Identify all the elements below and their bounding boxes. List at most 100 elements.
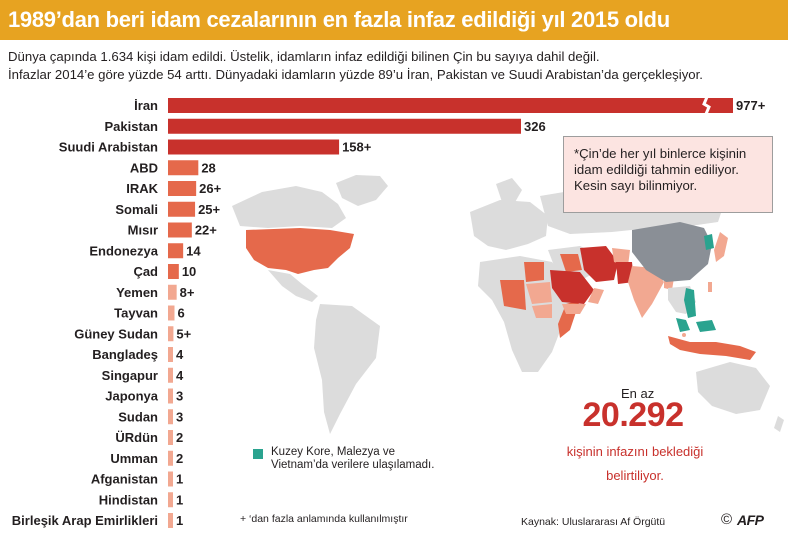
stat-line-1: kişinin infazını beklediği: [566, 444, 704, 459]
value-label-10: 6: [177, 306, 184, 321]
value-label-6: 22+: [195, 223, 217, 238]
category-label-17: Umman: [110, 451, 158, 466]
map-china: [632, 222, 712, 282]
map-oman: [588, 288, 604, 304]
value-label-18: 1: [176, 472, 183, 487]
bar-20: [168, 513, 173, 528]
category-label-13: Singapur: [102, 368, 158, 383]
category-label-20: Birleşik Arap Emirlikleri: [12, 513, 158, 528]
map-chad: [500, 280, 526, 310]
map-australia: [696, 362, 770, 414]
map-scandinavia: [496, 178, 522, 204]
bar-17: [168, 450, 173, 466]
map-malaysia: [676, 318, 690, 332]
footnote: + ‘dan fazla anlamında kullanılmıştır: [240, 513, 408, 525]
map-taiwan: [708, 282, 712, 292]
value-label-7: 14: [186, 243, 201, 258]
map-egypt: [524, 262, 544, 282]
map-central-america: [268, 270, 318, 302]
bar-7: [168, 243, 184, 259]
value-label-13: 4: [176, 368, 184, 383]
category-label-19: Hindistan: [99, 492, 158, 507]
legend-swatch-no-data: [253, 449, 263, 459]
legend-line-2: Vietnam’da verilere ulaşılamadı.: [271, 459, 435, 471]
category-label-8: Çad: [133, 264, 158, 279]
stat-number: 20.292: [582, 396, 685, 434]
bar-13: [168, 367, 173, 383]
bar-1: [168, 118, 521, 134]
note-line-1: *Çin’de her yıl binlerce kişinin: [574, 146, 747, 161]
map-vietnam: [684, 288, 696, 318]
title-bar: 1989’dan beri idam cezalarının en fazla …: [0, 0, 788, 40]
value-label-12: 4: [176, 347, 184, 362]
category-label-15: Sudan: [118, 409, 158, 424]
afp-logo: AFP: [737, 512, 764, 528]
map-south-america: [314, 304, 380, 434]
source-credit: Kaynak: Uluslararası Af Örgütü: [521, 516, 666, 528]
category-label-5: Somali: [115, 202, 158, 217]
stat-line-2: belirtiliyor.: [606, 468, 664, 483]
map-japan: [714, 232, 728, 262]
map-saudi-arabia: [550, 270, 594, 304]
category-label-14: Japonya: [105, 389, 159, 404]
category-label-10: Tayvan: [114, 306, 158, 321]
value-label-4: 26+: [199, 181, 221, 196]
value-label-1: 326: [524, 119, 546, 134]
bar-4: [168, 181, 197, 196]
bar-2: [168, 139, 340, 155]
value-label-8: 10: [182, 264, 196, 279]
map-india: [628, 266, 664, 318]
map-greenland: [336, 175, 388, 206]
value-label-0: 977+: [736, 98, 766, 113]
bar-11: [168, 326, 174, 342]
category-label-0: İran: [134, 98, 158, 113]
value-label-9: 8+: [180, 285, 195, 300]
category-label-1: Pakistan: [105, 119, 159, 134]
value-label-11: 5+: [176, 326, 191, 341]
bar-14: [168, 388, 173, 404]
bar-5: [168, 201, 196, 217]
bar-18: [168, 471, 173, 487]
bar-3: [168, 160, 199, 176]
map-iraq: [560, 254, 582, 272]
value-label-19: 1: [176, 492, 183, 507]
note-line-3: Kesin sayı bilinmiyor.: [574, 178, 698, 193]
category-label-12: Bangladeş: [92, 347, 158, 362]
bar-6: [168, 222, 192, 238]
value-label-20: 1: [176, 513, 183, 528]
category-label-9: Yemen: [116, 285, 158, 300]
note-line-2: idam edildiği tahmin ediliyor.: [574, 162, 739, 177]
category-label-11: Güney Sudan: [74, 326, 158, 341]
category-label-3: ABD: [130, 160, 158, 175]
map-afghanistan: [612, 248, 630, 266]
value-label-16: 2: [176, 430, 183, 445]
map-new-zealand: [774, 416, 784, 432]
value-label-14: 3: [176, 389, 183, 404]
value-label-17: 2: [176, 451, 183, 466]
category-label-2: Suudi Arabistan: [59, 140, 158, 155]
bar-15: [168, 409, 173, 425]
category-label-7: Endonezya: [89, 243, 158, 258]
map-canada: [232, 186, 346, 228]
map-singapore: [682, 333, 686, 337]
map-usa: [246, 228, 354, 274]
map-europe: [470, 200, 548, 250]
china-note-box: *Çin’de her yıl binlerce kişinin idam ed…: [563, 136, 773, 213]
category-label-16: ÜRdün: [115, 430, 158, 445]
subtitle-line-1: Dünya çapında 1.634 kişi idam edildi. Üs…: [8, 49, 600, 64]
bar-8: [168, 264, 179, 279]
bar-9: [168, 284, 177, 300]
subtitle-line-2: İnfazlar 2014’e göre yüzde 54 arttı. Dün…: [8, 67, 703, 82]
bar-16: [168, 430, 173, 445]
category-label-6: Mısır: [128, 223, 158, 238]
chart-title: 1989’dan beri idam cezalarının en fazla …: [8, 7, 670, 32]
bar-19: [168, 492, 173, 508]
copyright-symbol: ©: [721, 511, 733, 528]
map-malaysia-borneo: [696, 320, 716, 332]
category-label-4: IRAK: [126, 181, 158, 196]
value-label-5: 25+: [198, 202, 220, 217]
map-north-korea: [704, 234, 714, 250]
